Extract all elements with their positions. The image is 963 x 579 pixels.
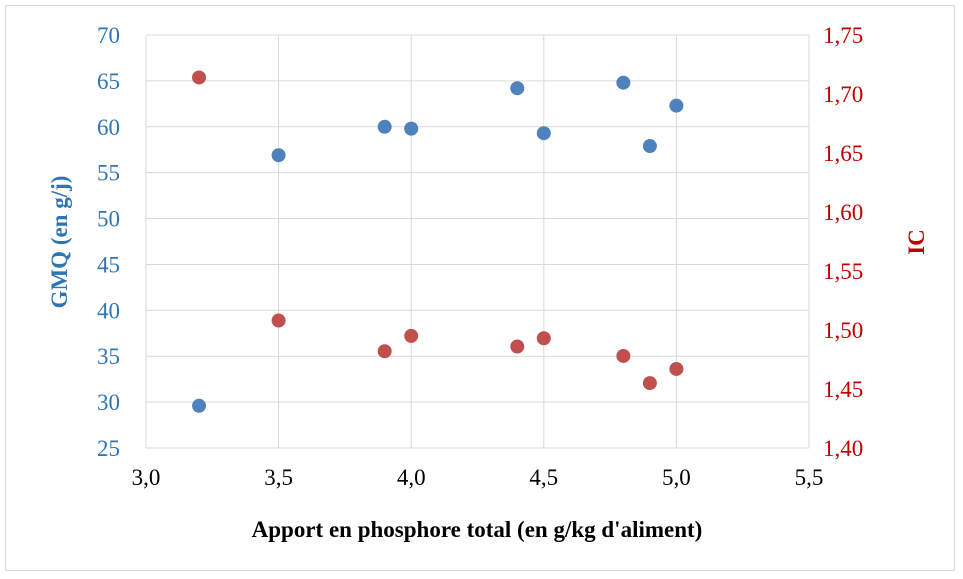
x-axis-title: Apport en phosphore total (en g/kg d'ali… [252, 517, 703, 542]
ic-data-point [271, 313, 286, 328]
gmq-data-point [404, 121, 419, 136]
y-left-tick-label: 30 [97, 390, 120, 415]
y-right-tick-label: 1,50 [823, 318, 863, 343]
y-axis-left-title: GMQ (en g/j) [47, 176, 72, 309]
ic-data-point [510, 339, 525, 354]
y-left-tick-label: 25 [97, 436, 120, 461]
data-points [192, 70, 684, 413]
gmq-data-point [377, 119, 392, 134]
tick-labels: 3,0 3,5 4,0 4,5 5,0 5,5 25 30 35 40 45 50 55 60 65 70 1,… [97, 23, 863, 490]
y-right-tick-label: 1,70 [823, 82, 863, 107]
grid-lines [145, 34, 810, 449]
x-tick-label: 5,0 [662, 465, 691, 490]
gmq-data-point [616, 75, 631, 90]
x-tick-label: 4,5 [529, 465, 558, 490]
y-right-tick-label: 1,65 [823, 141, 863, 166]
gmq-data-point [192, 398, 207, 413]
gmq-data-point [510, 81, 525, 96]
x-tick-label: 4,0 [397, 465, 426, 490]
y-right-tick-label: 1,45 [823, 377, 863, 402]
y-left-tick-label: 40 [97, 298, 120, 323]
ic-data-point [536, 331, 551, 346]
y-left-tick-label: 55 [97, 161, 120, 186]
y-left-tick-label: 45 [97, 252, 120, 277]
y-left-tick-label: 70 [97, 23, 120, 48]
gmq-data-point [642, 139, 657, 154]
gmq-data-point [669, 98, 684, 113]
x-tick-label: 5,5 [795, 465, 824, 490]
ic-data-point [669, 361, 684, 376]
gmq-data-point [271, 148, 286, 163]
y-axis-right-title: IC [904, 229, 929, 255]
y-left-tick-label: 35 [97, 344, 120, 369]
y-right-tick-label: 1,55 [823, 259, 863, 284]
y-right-tick-label: 1,75 [823, 23, 863, 48]
ic-data-point [616, 348, 631, 363]
x-tick-label: 3,0 [132, 465, 161, 490]
y-left-tick-label: 60 [97, 115, 120, 140]
ic-data-point [377, 344, 392, 359]
x-tick-label: 3,5 [264, 465, 293, 490]
y-left-tick-label: 50 [97, 207, 120, 232]
y-right-tick-label: 1,40 [823, 436, 863, 461]
ic-data-point [404, 328, 419, 343]
gmq-data-point [536, 126, 551, 141]
y-left-tick-label: 65 [97, 69, 120, 94]
ic-data-point [192, 70, 207, 85]
ic-data-point [642, 376, 657, 391]
chart-frame [5, 5, 955, 571]
y-right-tick-label: 1,60 [823, 200, 863, 225]
